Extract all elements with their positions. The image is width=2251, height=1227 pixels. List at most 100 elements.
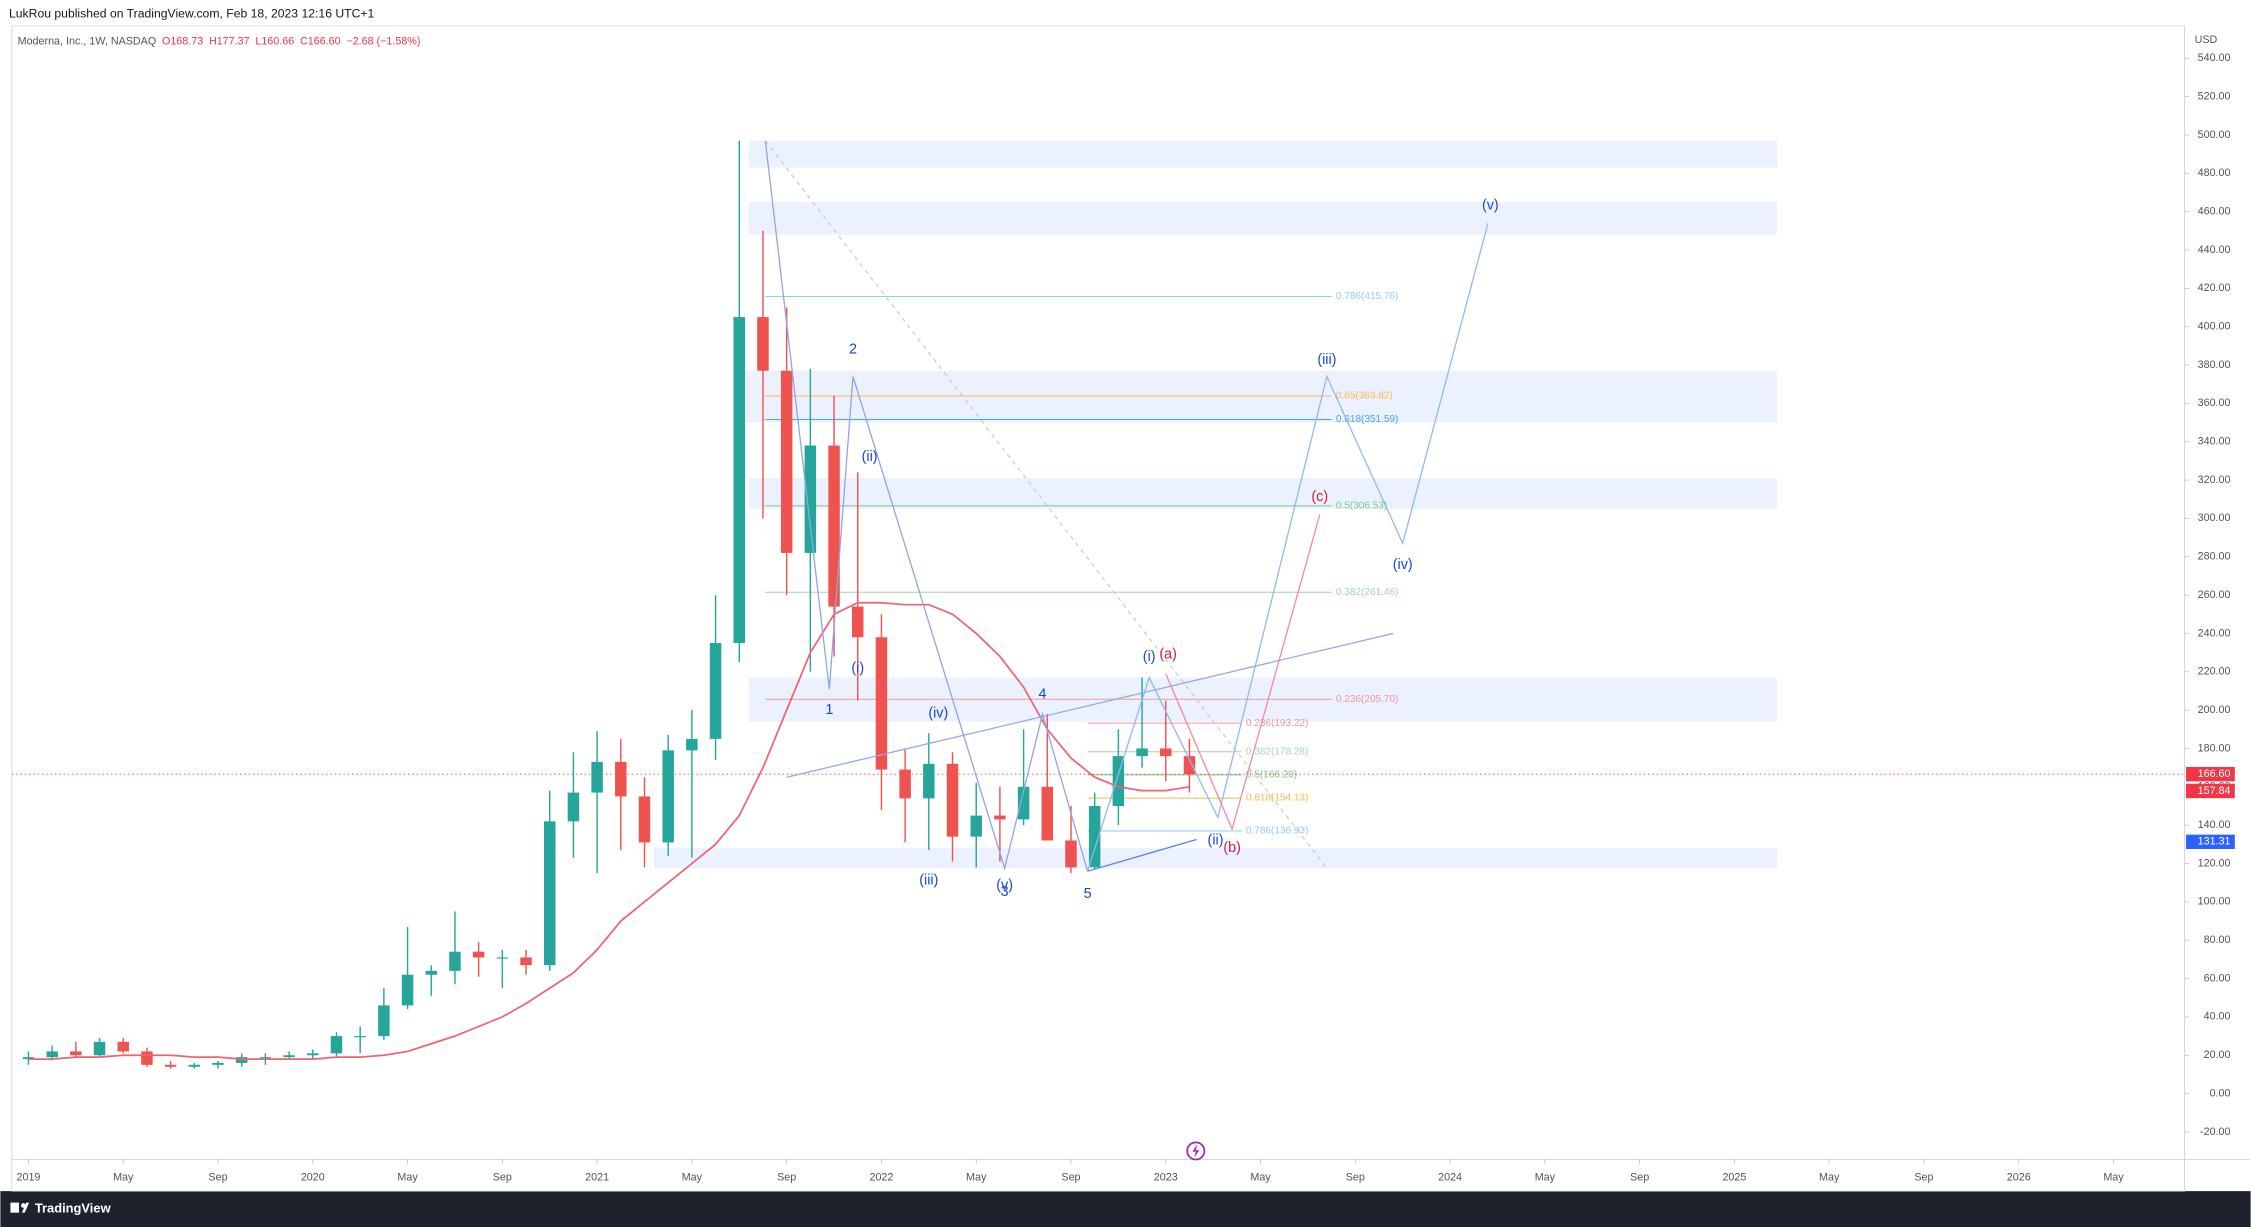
x-tick-label: May	[966, 1171, 987, 1183]
price-label: 166.60	[2198, 768, 2231, 780]
wave-label: (iii)	[1317, 352, 1336, 368]
candle-body	[330, 1036, 343, 1054]
currency: USD	[2195, 34, 2218, 46]
wave-label: (v)	[1482, 198, 1499, 214]
y-tick-label: 280.00	[2198, 551, 2231, 563]
candle-body	[1041, 786, 1054, 841]
candle-body	[259, 1057, 272, 1059]
x-tick-label: May	[2103, 1171, 2124, 1183]
y-tick-label: 420.00	[2198, 282, 2231, 294]
wave-label: 2	[849, 341, 857, 357]
y-tick-label: 100.00	[2198, 896, 2231, 908]
tv-logo	[10, 1202, 30, 1213]
fib-label: 0.618(154.13)	[1246, 793, 1308, 804]
candle-body	[235, 1057, 248, 1063]
price-label-bg	[2186, 766, 2235, 782]
fib-label: 0.786(415.76)	[1336, 291, 1398, 302]
fib-label: 0.618(351.59)	[1336, 414, 1398, 425]
y-tick-label: 480.00	[2198, 167, 2231, 179]
candle-body	[1160, 748, 1172, 757]
candle-body	[686, 738, 698, 751]
moving-average	[28, 601, 1190, 1060]
fib-label: 0.5(306.53)	[1336, 501, 1387, 512]
candle-body	[212, 1062, 224, 1065]
legend-item: C166.60	[300, 35, 341, 47]
x-tick-label: May	[682, 1171, 703, 1183]
x-tick-label: 2023	[1154, 1171, 1178, 1183]
candle-body	[188, 1064, 201, 1067]
wave-label: (c)	[1311, 489, 1328, 505]
x-tick-label: Sep	[208, 1171, 227, 1183]
y-tick-label: 220.00	[2198, 666, 2231, 678]
y-tick-label: -20.00	[2200, 1126, 2231, 1138]
wave-label: 1	[825, 702, 833, 718]
zone	[744, 370, 1778, 423]
candle-body	[46, 1051, 58, 1058]
fib-label: 0.236(193.22)	[1246, 718, 1308, 729]
y-tick-label: 140.00	[2198, 819, 2231, 831]
wave-drawing	[1086, 222, 1489, 872]
y-tick-label: 20.00	[2204, 1049, 2231, 1061]
candle-body	[780, 370, 793, 553]
candle-body	[733, 317, 746, 644]
candle-body	[520, 957, 532, 966]
candle-body	[757, 317, 769, 371]
fib-label: 0.236(205.70)	[1336, 694, 1398, 705]
candle-body	[852, 606, 864, 638]
plot-area: 0.786(415.76) 0.65(363.82) 0.618(351.59) 0.…	[11, 140, 2185, 1069]
footer-bar	[0, 1191, 2251, 1227]
x-tick-label: May	[397, 1171, 418, 1183]
fib-label: 0.382(261.46)	[1336, 587, 1398, 598]
wave-drawing	[786, 632, 1394, 778]
y-tick-label: 240.00	[2198, 627, 2231, 639]
x-tick-label: May	[1819, 1171, 1840, 1183]
alert-icon[interactable]	[1186, 1141, 1206, 1161]
x-tick-label: Sep	[1914, 1171, 1933, 1183]
candle-body	[615, 761, 627, 797]
footer-brand: TradingView	[35, 1200, 112, 1215]
candle-body	[141, 1051, 153, 1065]
price-label-bg	[2186, 783, 2235, 799]
publish-header: LukRou published on TradingView.com, Feb…	[9, 7, 375, 21]
x-tick-label: 2026	[2007, 1171, 2031, 1183]
zone	[748, 478, 1778, 509]
candle-body	[709, 643, 722, 739]
y-tick-label: 320.00	[2198, 474, 2231, 486]
zone	[748, 140, 1778, 168]
x-tick-label: May	[113, 1171, 134, 1183]
price-label: 157.84	[2198, 785, 2231, 797]
legend-item: Moderna, Inc., 1W, NASDAQ	[18, 35, 157, 47]
candle-body	[1017, 786, 1030, 820]
legend-item: H177.37	[209, 35, 250, 47]
y-tick-label: 80.00	[2204, 934, 2231, 946]
candle-body	[117, 1041, 129, 1052]
candle-body	[899, 769, 911, 799]
candle-body	[472, 951, 485, 958]
wave-label: (iii)	[919, 873, 938, 889]
y-tick-label: 180.00	[2198, 742, 2231, 754]
candle-body	[164, 1064, 177, 1067]
candle-body	[22, 1057, 35, 1060]
x-tick-label: 2020	[301, 1171, 325, 1183]
y-tick-label: 540.00	[2198, 52, 2231, 64]
x-tick-label: 2024	[1438, 1171, 1462, 1183]
y-tick-label: 0.00	[2210, 1087, 2231, 1099]
wave-drawing	[764, 140, 1089, 872]
price-label: 131.31	[2198, 836, 2231, 848]
legend-item: L160.66	[255, 35, 294, 47]
y-tick-label: 400.00	[2198, 321, 2231, 333]
price-label-bg	[2186, 834, 2235, 850]
candle-body	[1065, 840, 1077, 868]
candle-body	[804, 445, 817, 553]
x-tick-label: Sep	[1061, 1171, 1080, 1183]
candle-body	[638, 796, 651, 843]
legend-item: −2.68 (−1.58%)	[346, 35, 420, 47]
fib-label: 0.382(178.28)	[1246, 746, 1308, 757]
wave-drawing	[1165, 514, 1321, 831]
candle-body	[449, 951, 461, 971]
x-tick-label: Sep	[493, 1171, 512, 1183]
legend-item: O168.73	[162, 35, 203, 47]
candle-body	[354, 1036, 366, 1038]
